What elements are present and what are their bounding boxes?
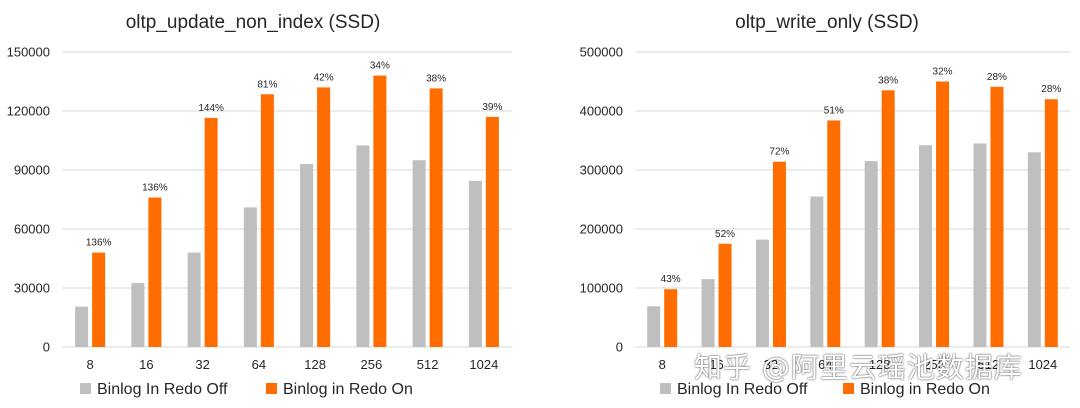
x-tick-label: 16 (709, 357, 723, 372)
y-tick-label: 120000 (7, 104, 50, 119)
y-tick-label: 200000 (580, 222, 623, 237)
chart-title: oltp_write_only (SSD) (735, 12, 919, 33)
y-tick-label: 400000 (580, 104, 623, 119)
bar-binlog-on (485, 116, 499, 348)
bar-annotation: 43% (661, 274, 681, 285)
chart-update-non-index: oltp_update_non_index (SSD) 0 30000 60000 90… (7, 12, 512, 398)
x-tick-label: 512 (417, 357, 439, 372)
bar-binlog-on (317, 87, 331, 348)
bar-binlog-on (881, 90, 895, 347)
bar-binlog-on (772, 161, 786, 347)
bar-annotation: 144% (198, 103, 224, 114)
y-tick-label: 90000 (14, 163, 50, 178)
y-tick-label: 60000 (14, 222, 50, 237)
bar-annotation: 28% (987, 72, 1007, 83)
bar-binlog-off (300, 164, 314, 347)
bar-binlog-on (718, 243, 732, 347)
x-tick-label: 1024 (1028, 357, 1057, 372)
bar-binlog-off (75, 306, 89, 347)
bar-annotation: 38% (878, 75, 898, 86)
bar-binlog-off (1027, 152, 1041, 347)
bar-binlog-off (468, 180, 482, 347)
x-tick-label: 16 (139, 357, 153, 372)
bar-binlog-on (260, 94, 274, 348)
bar-annotation: 51% (824, 105, 844, 116)
y-tick-label: 30000 (14, 281, 50, 296)
bar-binlog-on (936, 81, 950, 347)
chart-write-only: oltp_write_only (SSD) 0 100000 200000 300000… (580, 12, 1070, 398)
legend-label: Binlog in Redo On (283, 381, 413, 398)
bar-binlog-on (429, 88, 443, 347)
y-tick-label: 0 (43, 340, 50, 355)
bar-binlog-off (131, 283, 145, 347)
bar-binlog-off (243, 207, 257, 347)
x-tick-label: 128 (304, 357, 326, 372)
chart-title: oltp_update_non_index (SSD) (126, 12, 381, 33)
bar-binlog-off (356, 145, 370, 347)
bar-binlog-off (919, 145, 933, 347)
chart-panel-write-only: oltp_write_only (SSD) 0 100000 200000 300000… (540, 0, 1080, 408)
legend-swatch (660, 383, 671, 394)
x-tick-label: 32 (764, 357, 778, 372)
bar-binlog-on (990, 86, 1004, 347)
legend-label: Binlog In Redo Off (677, 381, 808, 398)
legend-label: Binlog in Redo On (860, 381, 990, 398)
bar-annotation: 34% (370, 61, 390, 72)
bar-annotation: 32% (933, 67, 953, 78)
bar-annotation: 136% (86, 238, 112, 249)
bar-binlog-off (973, 143, 987, 347)
x-tick-label: 64 (252, 357, 266, 372)
legend-swatch (80, 383, 91, 394)
y-tick-label: 150000 (7, 45, 50, 60)
legend-swatch (843, 383, 854, 394)
bar-binlog-on (204, 117, 218, 347)
bar-binlog-on (148, 197, 162, 347)
x-tick-label: 64 (818, 357, 832, 372)
x-tick-label: 256 (361, 357, 383, 372)
bar-binlog-off (412, 160, 426, 347)
bar-annotation: 136% (142, 183, 168, 194)
bar-binlog-on (373, 75, 387, 347)
bar-binlog-off (755, 239, 769, 347)
bar-annotation: 39% (482, 102, 502, 113)
y-tick-label: 500000 (580, 45, 623, 60)
y-tick-label: 300000 (580, 163, 623, 178)
y-tick-label: 0 (616, 340, 623, 355)
x-tick-label: 512 (978, 357, 1000, 372)
bar-binlog-off (187, 252, 201, 347)
x-tick-label: 8 (87, 357, 94, 372)
bar-binlog-on (664, 289, 678, 347)
bar-binlog-on (92, 252, 106, 347)
legend-swatch (266, 383, 277, 394)
bar-annotation: 42% (314, 72, 334, 83)
bar-binlog-on (827, 120, 841, 347)
x-tick-label: 8 (659, 357, 666, 372)
bar-annotation: 38% (426, 73, 446, 84)
bar-annotation: 28% (1041, 84, 1061, 95)
chart-panel-update-non-index: oltp_update_non_index (SSD) 0 30000 60000 90… (7, 12, 512, 398)
bar-binlog-on (1044, 99, 1058, 347)
bar-annotation: 72% (769, 147, 789, 158)
bar-binlog-off (864, 161, 878, 347)
bar-binlog-off (701, 279, 715, 347)
bar-annotation: 81% (257, 79, 277, 90)
y-tick-label: 100000 (580, 281, 623, 296)
x-tick-label: 1024 (469, 357, 498, 372)
x-tick-label: 32 (195, 357, 209, 372)
bar-binlog-off (647, 306, 661, 347)
x-tick-label: 256 (923, 357, 945, 372)
watermark-text: 知乎 @阿里云瑶池数据库 (694, 351, 1023, 384)
x-tick-label: 128 (869, 357, 891, 372)
bar-annotation: 52% (715, 229, 735, 240)
bar-binlog-off (810, 196, 824, 347)
legend-label: Binlog In Redo Off (97, 381, 228, 398)
